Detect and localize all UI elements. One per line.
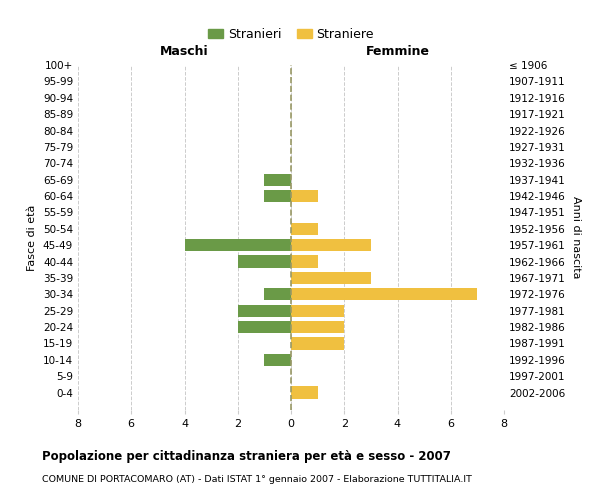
Bar <box>291 338 344 349</box>
Bar <box>291 190 317 202</box>
Bar <box>291 288 478 300</box>
Y-axis label: Anni di nascita: Anni di nascita <box>571 196 581 279</box>
Bar <box>291 239 371 252</box>
Bar <box>265 354 291 366</box>
Bar <box>291 321 344 333</box>
Text: COMUNE DI PORTACOMARO (AT) - Dati ISTAT 1° gennaio 2007 - Elaborazione TUTTITALI: COMUNE DI PORTACOMARO (AT) - Dati ISTAT … <box>42 475 472 484</box>
Bar <box>238 304 291 317</box>
Bar <box>238 256 291 268</box>
Text: Maschi: Maschi <box>160 45 209 58</box>
Bar <box>265 288 291 300</box>
Bar <box>291 222 317 235</box>
Bar <box>291 386 317 398</box>
Text: Femmine: Femmine <box>365 45 430 58</box>
Bar <box>185 239 291 252</box>
Bar <box>291 304 344 317</box>
Bar <box>238 321 291 333</box>
Legend: Stranieri, Straniere: Stranieri, Straniere <box>203 23 379 46</box>
Y-axis label: Fasce di età: Fasce di età <box>28 204 37 270</box>
Text: Popolazione per cittadinanza straniera per età e sesso - 2007: Popolazione per cittadinanza straniera p… <box>42 450 451 463</box>
Bar <box>265 174 291 186</box>
Bar <box>265 190 291 202</box>
Bar <box>291 272 371 284</box>
Bar <box>291 256 317 268</box>
